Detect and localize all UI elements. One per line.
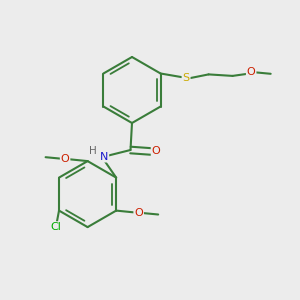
- Text: O: O: [247, 67, 256, 77]
- Text: Cl: Cl: [51, 222, 62, 232]
- Text: N: N: [100, 152, 108, 162]
- Text: H: H: [89, 146, 97, 156]
- Text: O: O: [134, 208, 143, 218]
- Text: S: S: [182, 73, 190, 83]
- Text: O: O: [152, 146, 160, 157]
- Text: O: O: [61, 154, 70, 164]
